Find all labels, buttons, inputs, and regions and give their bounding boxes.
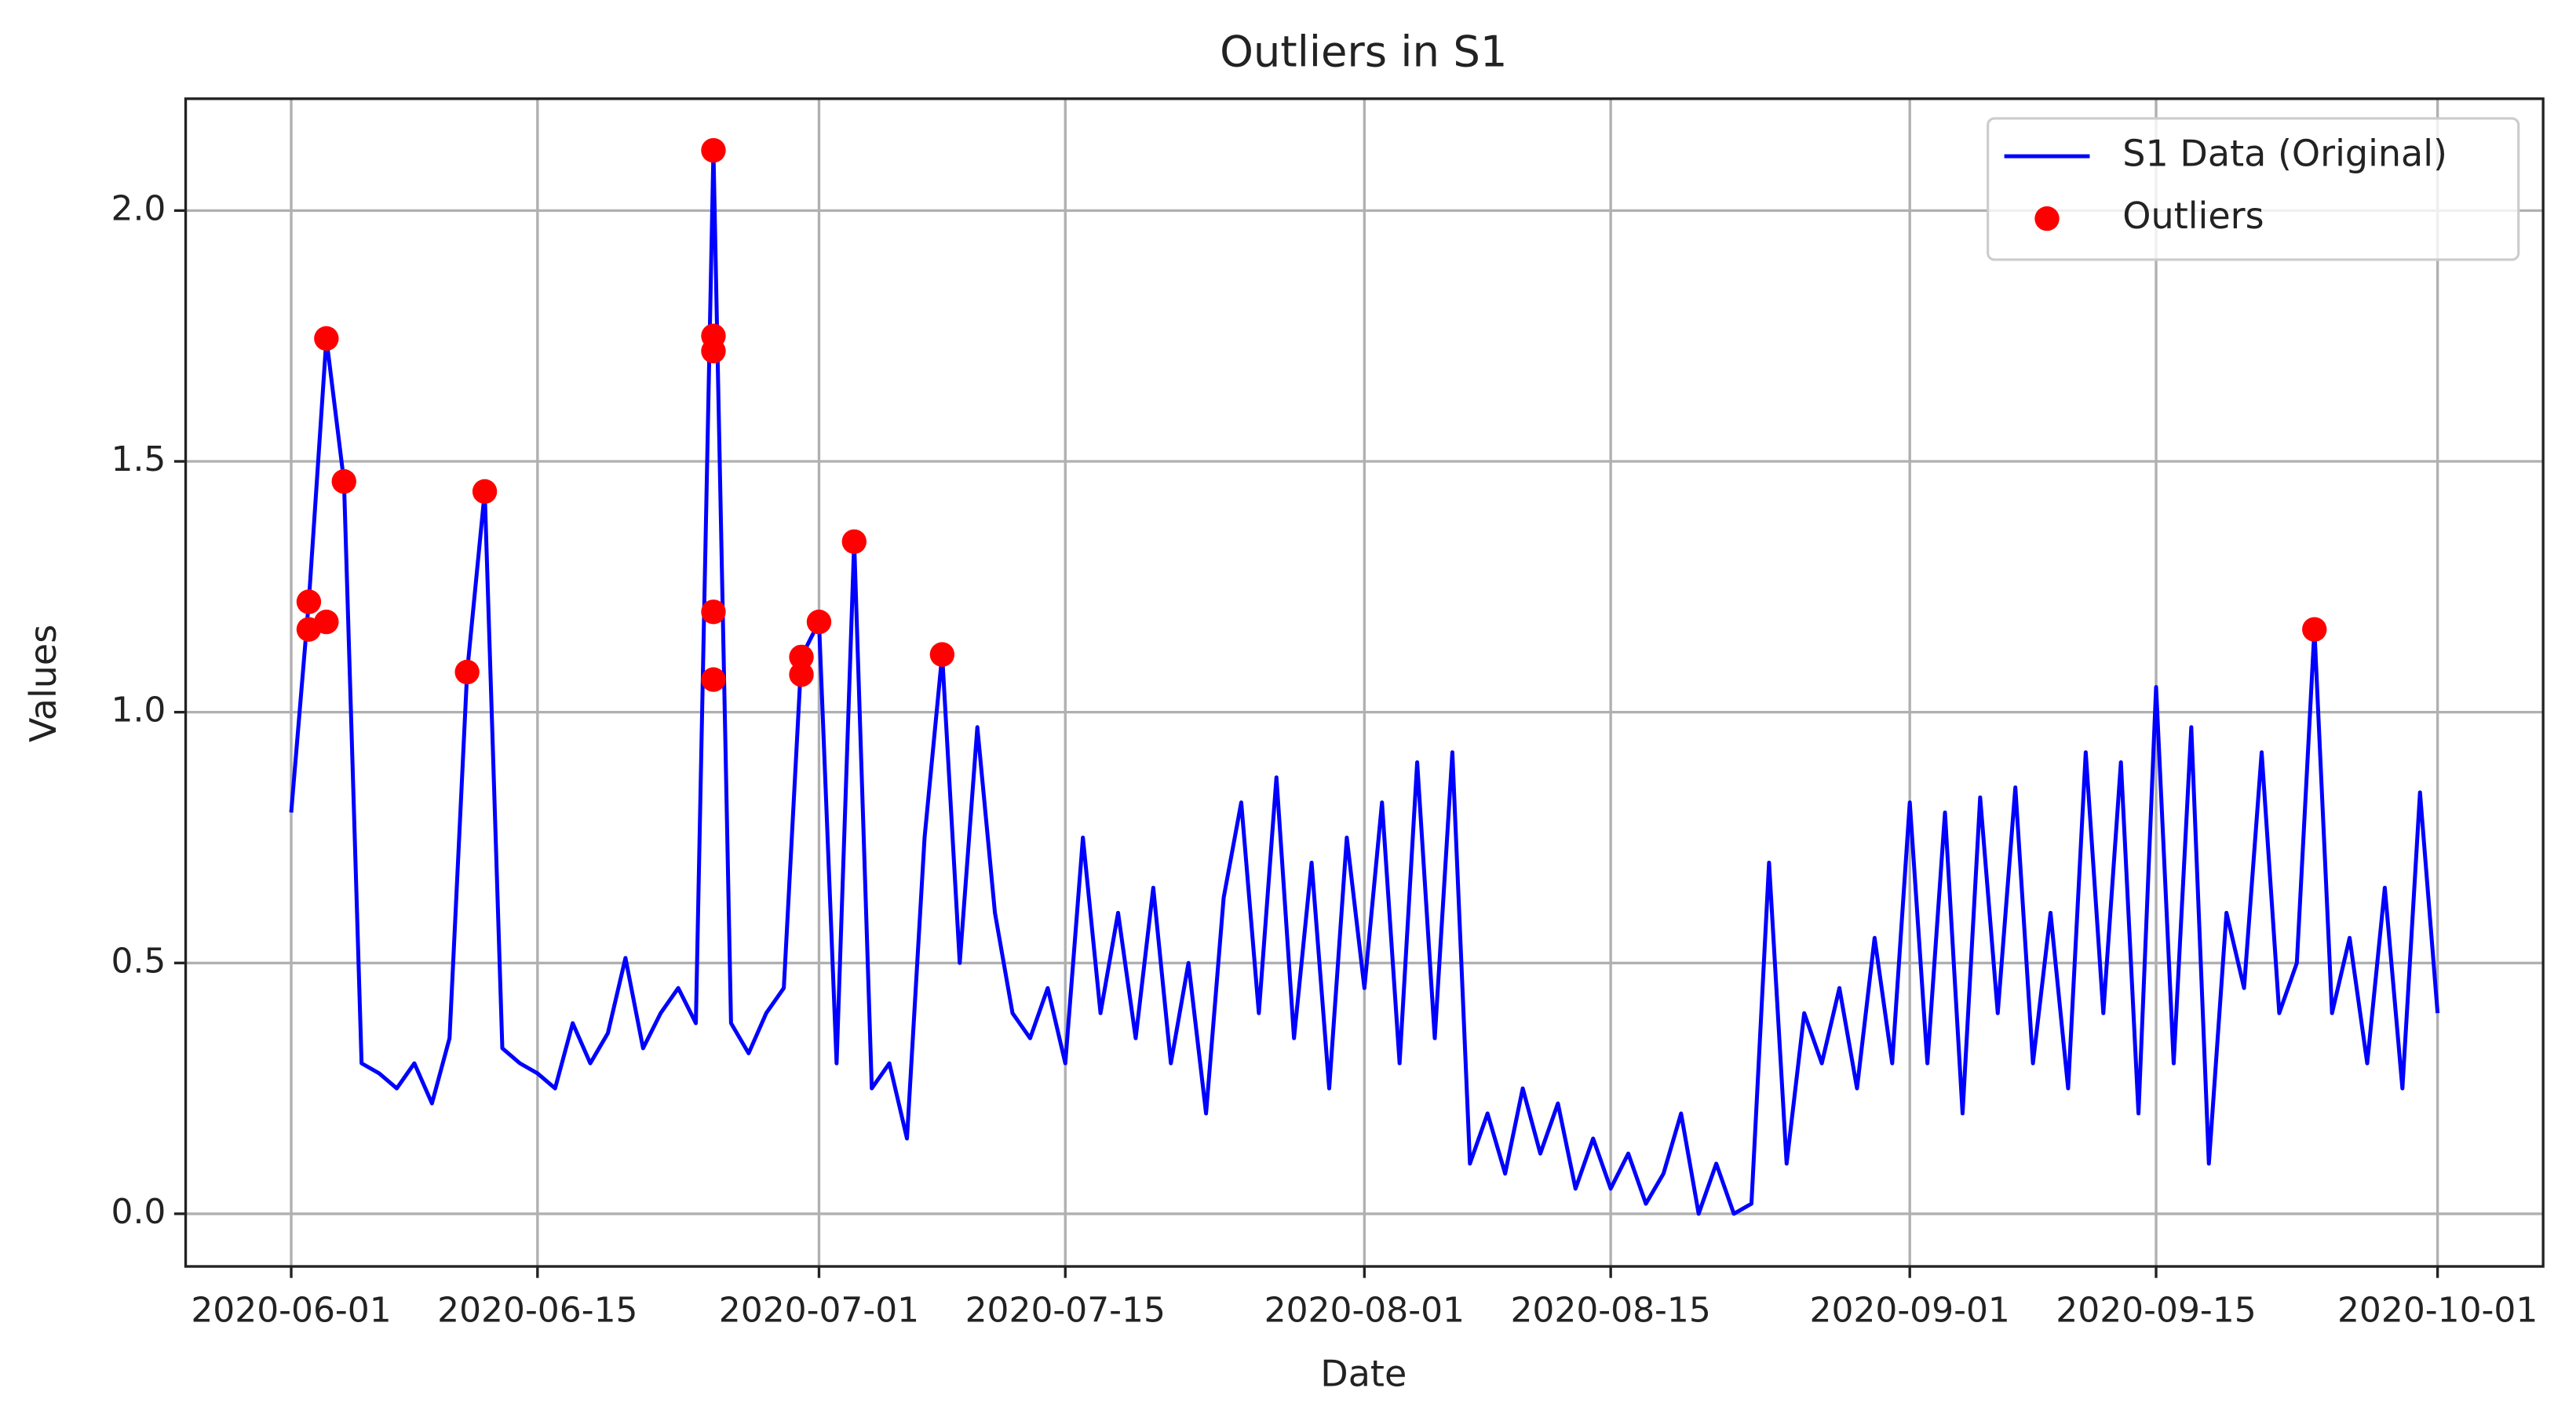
x-tick-label: 2020-09-15 — [2056, 1291, 2256, 1331]
x-tick-label: 2020-09-01 — [1810, 1291, 2010, 1331]
outlier-point — [454, 659, 480, 685]
legend-marker — [2034, 206, 2060, 231]
x-tick-label: 2020-08-01 — [1264, 1291, 1465, 1331]
x-tick-label: 2020-07-15 — [965, 1291, 1166, 1331]
outlier-point — [789, 661, 814, 687]
y-tick-label: 2.0 — [111, 188, 166, 228]
legend-box — [1987, 117, 2520, 261]
outlier-point — [314, 326, 339, 352]
legend-label: S1 Data (Original) — [2122, 133, 2447, 175]
outlier-point — [2302, 617, 2327, 642]
outlier-point — [331, 468, 356, 494]
outlier-point — [701, 137, 726, 163]
outlier-point — [929, 642, 955, 667]
y-tick-label: 1.5 — [111, 439, 166, 479]
outlier-point — [701, 599, 726, 625]
outlier-point — [472, 479, 498, 505]
y-tick-label: 0.0 — [111, 1192, 166, 1232]
data-line — [289, 148, 2440, 1216]
outlier-point — [314, 609, 339, 635]
y-axis-label: Values — [22, 625, 64, 742]
outlier-point — [701, 323, 726, 348]
y-tick-label: 1.0 — [111, 690, 166, 731]
x-tick-label: 2020-06-01 — [191, 1291, 391, 1331]
x-axis-label: Date — [1320, 1353, 1407, 1395]
x-tick-label: 2020-07-01 — [719, 1291, 919, 1331]
outlier-point — [789, 644, 814, 670]
x-tick-label: 2020-08-15 — [1510, 1291, 1710, 1331]
outlier-point — [296, 589, 322, 614]
x-tick-label: 2020-06-15 — [437, 1291, 637, 1331]
outlier-point — [806, 609, 832, 635]
x-tick-label: 2020-10-01 — [2337, 1291, 2538, 1331]
plot-frame — [184, 97, 2545, 1268]
chart-title: Outliers in S1 — [1220, 26, 1507, 76]
outlier-point — [841, 529, 867, 554]
outlier-point — [701, 667, 726, 692]
y-tick-label: 0.5 — [111, 941, 166, 981]
legend-label: Outliers — [2122, 195, 2264, 237]
